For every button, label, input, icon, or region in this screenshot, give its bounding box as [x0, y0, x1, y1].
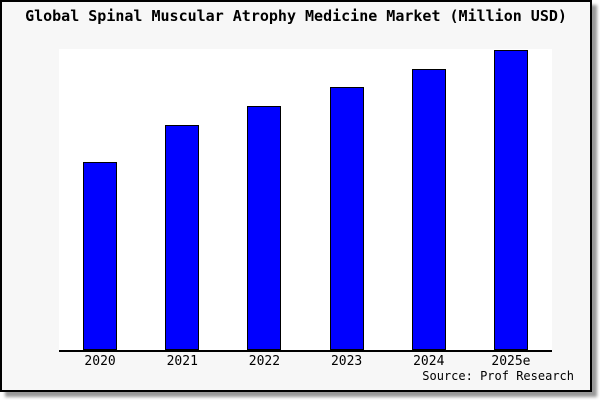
x-tick-label-2023: 2023 [330, 354, 363, 369]
bar-slot-2025e [470, 49, 552, 350]
x-tick-label-2024: 2024 [413, 354, 445, 369]
bar-slot-2020 [59, 49, 141, 350]
bar-2025e [493, 50, 528, 350]
chart-title: Global Spinal Muscular Atrophy Medicine … [25, 7, 567, 25]
bar-2023 [329, 87, 364, 350]
bar-slot-2023 [306, 49, 388, 350]
x-tick-label-2021: 2021 [166, 354, 198, 369]
chart-frame: Global Spinal Muscular Atrophy Medicine … [0, 0, 592, 392]
bar-2024 [411, 69, 446, 350]
x-tick-label-2025e: 2025e [491, 354, 531, 369]
x-axis-line [59, 350, 552, 352]
bar-2022 [247, 106, 282, 350]
plot-area [59, 49, 552, 350]
bar-slot-2021 [141, 49, 223, 350]
bar-2021 [165, 125, 200, 350]
bar-2020 [83, 162, 118, 350]
x-tick-label-2020: 2020 [84, 354, 116, 369]
bar-slot-2024 [388, 49, 470, 350]
bars-container [59, 49, 552, 350]
source-note: Source: Prof Research [422, 369, 574, 383]
x-axis-labels: 2020 2021 2022 2023 2024 2025e [59, 354, 552, 369]
bar-slot-2022 [223, 49, 305, 350]
x-tick-label-2022: 2022 [248, 354, 281, 369]
